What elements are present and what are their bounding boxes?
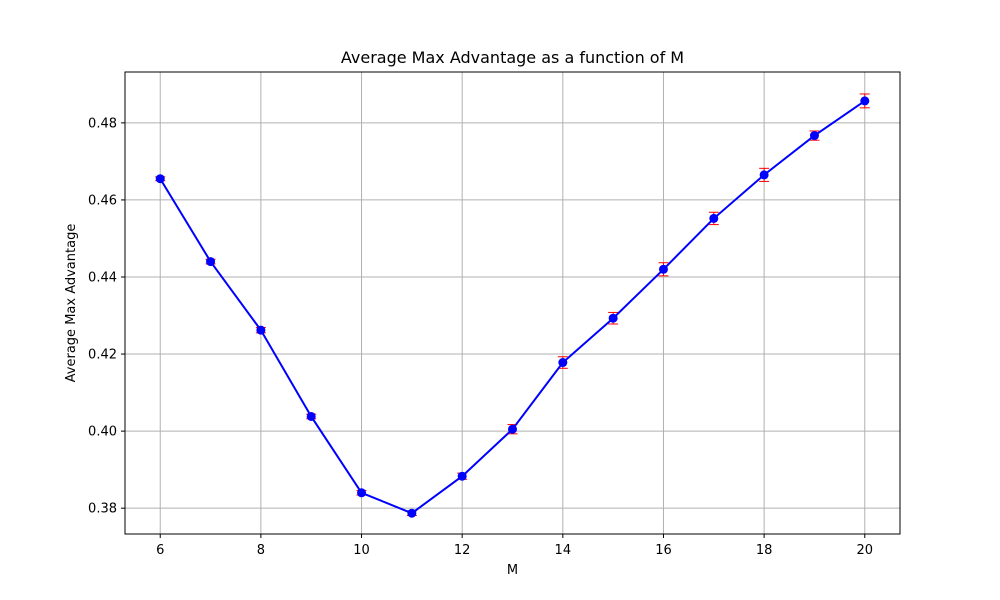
y-axis-label: Average Max Advantage <box>64 224 79 383</box>
x-tick-label: 10 <box>353 543 370 558</box>
x-tick-label: 14 <box>555 543 572 558</box>
grid <box>125 72 900 534</box>
data-point <box>357 488 367 498</box>
x-tick-label: 18 <box>756 543 773 558</box>
series-group <box>155 93 870 518</box>
x-tick-label: 20 <box>856 543 873 558</box>
data-point <box>256 325 266 335</box>
data-point <box>709 213 719 223</box>
x-tick-label: 8 <box>257 543 265 558</box>
data-point <box>206 257 216 267</box>
x-axis-label: M <box>507 563 518 578</box>
chart-title: Average Max Advantage as a function of M <box>341 48 684 67</box>
data-point <box>860 96 870 106</box>
data-point <box>658 264 668 274</box>
data-point <box>306 411 316 421</box>
data-point <box>407 508 417 518</box>
x-tick-label: 6 <box>156 543 164 558</box>
data-point <box>457 471 467 481</box>
data-point <box>608 313 618 323</box>
data-point <box>508 424 517 434</box>
data-point <box>558 358 568 368</box>
y-tick-label: 0.44 <box>88 270 117 285</box>
plot-frame <box>124 71 901 535</box>
y-tick-label: 0.40 <box>88 425 117 440</box>
x-axis: 6 8 10 12 14 16 18 20 <box>156 534 873 558</box>
y-axis: 0.38 0.40 0.42 0.44 0.46 0.48 <box>88 116 125 517</box>
data-point <box>155 174 165 184</box>
x-tick-label: 12 <box>454 543 471 558</box>
y-tick-label: 0.48 <box>88 116 117 131</box>
y-tick-label: 0.46 <box>88 193 117 208</box>
x-tick-label: 16 <box>655 543 672 558</box>
data-point <box>809 131 819 141</box>
y-tick-label: 0.42 <box>88 348 117 363</box>
y-tick-label: 0.38 <box>88 502 117 517</box>
data-point <box>759 170 769 180</box>
